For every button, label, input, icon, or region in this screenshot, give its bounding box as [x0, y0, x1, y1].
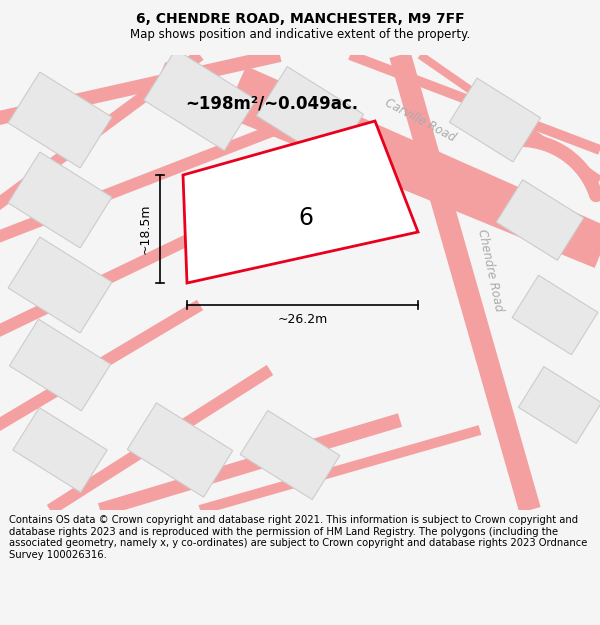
Bar [127, 403, 233, 497]
Polygon shape [0, 48, 281, 127]
Text: Map shows position and indicative extent of the property.: Map shows position and indicative extent… [130, 28, 470, 41]
Polygon shape [98, 413, 402, 517]
Text: Contains OS data © Crown copyright and database right 2021. This information is : Contains OS data © Crown copyright and d… [9, 515, 587, 560]
Polygon shape [183, 121, 418, 283]
Bar [518, 367, 600, 443]
Bar [512, 275, 598, 355]
Bar [10, 319, 110, 411]
Bar [8, 237, 112, 333]
Text: 6, CHENDRE ROAD, MANCHESTER, M9 7FF: 6, CHENDRE ROAD, MANCHESTER, M9 7FF [136, 12, 464, 26]
Polygon shape [348, 51, 600, 154]
Polygon shape [0, 50, 203, 215]
Polygon shape [155, 62, 600, 268]
Polygon shape [0, 204, 253, 341]
Bar [256, 66, 364, 164]
Bar [144, 49, 256, 151]
Polygon shape [0, 300, 203, 435]
Text: 6: 6 [298, 206, 313, 230]
Text: Chendre Road: Chendre Road [475, 228, 505, 312]
Polygon shape [47, 365, 273, 515]
Text: ~198m²/~0.049ac.: ~198m²/~0.049ac. [185, 94, 358, 112]
Bar [449, 78, 541, 162]
Text: Carville Road: Carville Road [382, 96, 458, 144]
Bar [496, 180, 584, 260]
Polygon shape [389, 52, 541, 513]
Bar [8, 152, 112, 248]
Bar [13, 408, 107, 492]
Polygon shape [418, 52, 600, 183]
Bar [240, 411, 340, 499]
Text: ~26.2m: ~26.2m [277, 313, 328, 326]
Polygon shape [199, 425, 481, 515]
Text: ~18.5m: ~18.5m [139, 204, 152, 254]
Bar [8, 72, 112, 168]
Polygon shape [0, 114, 302, 246]
